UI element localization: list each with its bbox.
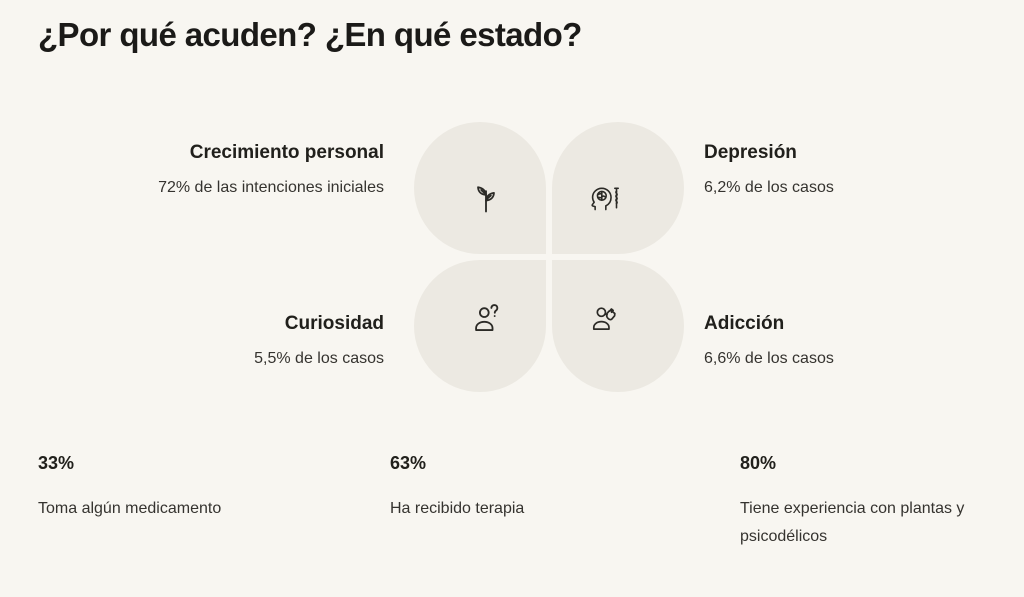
quadrant-label-curiosidad: Curiosidad 5,5% de los casos <box>24 312 384 369</box>
person-question-icon <box>475 304 499 331</box>
stat-label: Tiene experiencia con plantas y psicodél… <box>740 500 965 545</box>
head-brain-medical-icon <box>591 187 619 211</box>
stat-experiencia: 80% Tiene experiencia con plantas y psic… <box>740 452 992 551</box>
sprout-icon <box>477 186 495 213</box>
petal-curiosidad <box>414 260 546 392</box>
quadrant-value: 6,6% de los casos <box>704 350 834 367</box>
stat-medicamento: 33% Toma algún medicamento <box>38 452 358 523</box>
stat-label: Ha recibido terapia <box>390 500 525 517</box>
quadrant-value: 5,5% de los casos <box>254 350 384 367</box>
person-bottle-icon <box>592 307 616 330</box>
quadrant-heading: Adicción <box>704 313 785 334</box>
quadrant-label-adiccion: Adicción 6,6% de los casos <box>704 312 1024 369</box>
stat-terapia: 63% Ha recibido terapia <box>390 452 710 523</box>
quadrant-label-depresion: Depresión 6,2% de los casos <box>704 141 1024 198</box>
quadrant-value: 6,2% de los casos <box>704 179 834 196</box>
petal-adiccion <box>552 260 684 392</box>
stat-label: Toma algún medicamento <box>38 500 222 517</box>
quadrant-value: 72% de las intenciones iniciales <box>158 179 384 196</box>
clover-diagram <box>414 122 684 392</box>
stat-percent: 33% <box>38 453 75 473</box>
page-title: ¿Por qué acuden? ¿En qué estado? <box>38 16 582 53</box>
stat-percent: 63% <box>390 453 427 473</box>
petal-crecimiento <box>414 122 546 254</box>
petal-depresion <box>552 122 684 254</box>
quadrant-heading: Depresión <box>704 142 797 163</box>
quadrant-label-crecimiento: Crecimiento personal 72% de las intencio… <box>24 141 384 198</box>
quadrant-heading: Curiosidad <box>284 313 384 334</box>
quadrant-heading: Crecimiento personal <box>189 142 384 163</box>
stat-percent: 80% <box>740 453 777 473</box>
